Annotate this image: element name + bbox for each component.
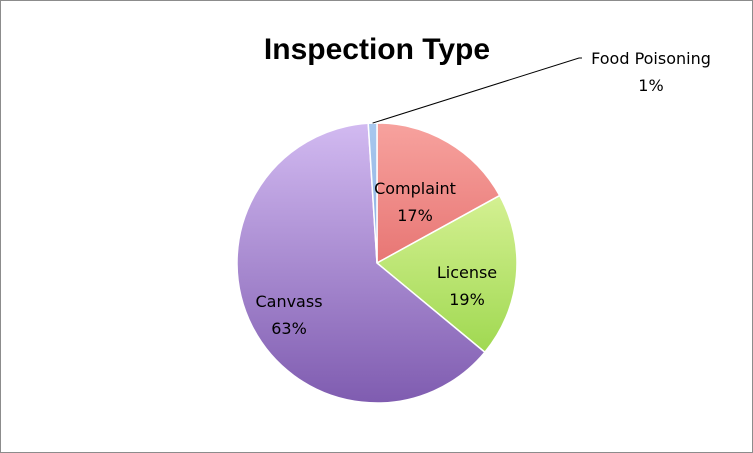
data-label-canvass: Canvass 63% <box>255 292 322 338</box>
pie-slice-canvass <box>236 122 486 404</box>
data-label-license: License 19% <box>437 263 497 309</box>
chart-title: Inspection Type <box>264 33 490 66</box>
pie-slice-complaint <box>376 122 501 265</box>
leader-line-food-poisoning <box>372 57 582 124</box>
pie-slice-license <box>375 194 518 354</box>
data-label-complaint: Complaint 17% <box>374 179 456 225</box>
data-label-food-poisoning: Food Poisoning 1% <box>591 49 711 95</box>
pie-slice-food-poisoning <box>367 122 378 264</box>
